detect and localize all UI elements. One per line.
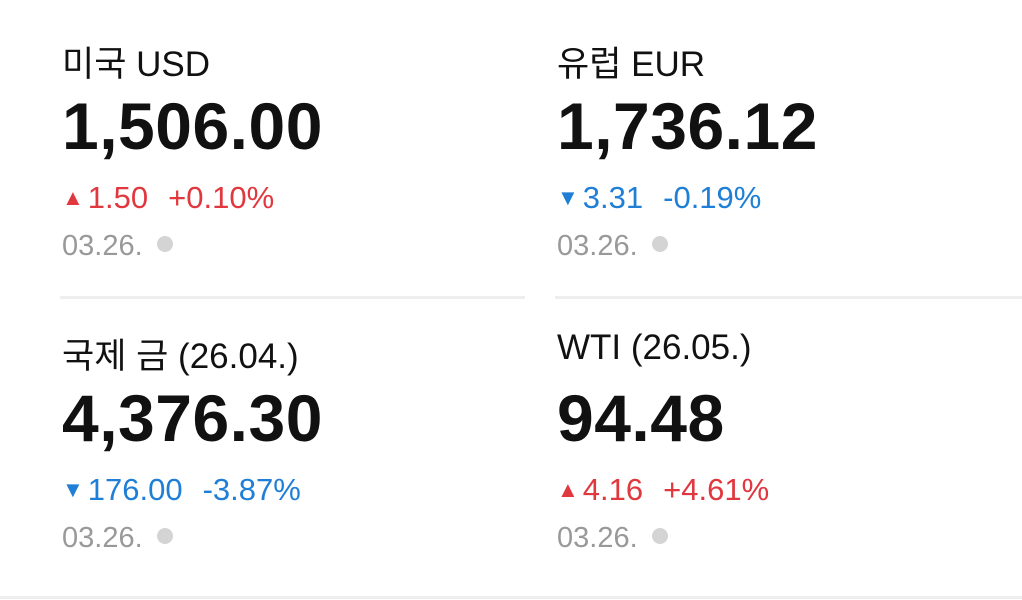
change-value: 4.16	[582, 472, 644, 507]
quote-card[interactable]: WTI (26.05.) 94.48 ▲ 4.16 +4.61% 03.26.	[557, 292, 1017, 584]
status-dot	[651, 236, 668, 252]
quote-card[interactable]: 국제 금 (26.04.) 4,376.30 ▼ 176.00 -3.87% 03.26.	[62, 292, 522, 584]
divider	[60, 296, 525, 299]
change-value: 1.50	[87, 180, 149, 215]
quote-name: 유럽 EUR	[557, 45, 706, 84]
quote-change: ▲ 1.50 +0.10%	[62, 180, 280, 216]
divider	[0, 596, 1022, 599]
change-percent: -3.87%	[202, 472, 301, 507]
quote-price: 4,376.30	[62, 381, 323, 455]
quote-date: 03.26.	[62, 230, 173, 263]
divider	[555, 296, 1022, 299]
change-percent: +4.61%	[663, 472, 770, 507]
date-text: 03.26.	[557, 522, 638, 554]
change-arrow: ▼	[62, 477, 84, 502]
quote-name: WTI (26.05.)	[557, 328, 752, 367]
status-dot	[156, 528, 173, 544]
quote-card[interactable]: 유럽 EUR 1,736.12 ▼ 3.31 -0.19% 03.26.	[557, 0, 1017, 292]
quote-date: 03.26.	[62, 522, 173, 555]
quote-change: ▼ 3.31 -0.19%	[557, 180, 767, 216]
change-value: 3.31	[582, 180, 644, 215]
quote-price: 1,506.00	[62, 89, 323, 163]
date-text: 03.26.	[557, 230, 638, 262]
quote-card[interactable]: 미국 USD 1,506.00 ▲ 1.50 +0.10% 03.26.	[62, 0, 522, 292]
status-dot	[651, 528, 668, 544]
quote-date: 03.26.	[557, 230, 668, 263]
date-text: 03.26.	[62, 522, 143, 554]
change-percent: +0.10%	[168, 180, 275, 215]
quote-name: 미국 USD	[62, 45, 211, 84]
date-text: 03.26.	[62, 230, 143, 262]
quote-change: ▲ 4.16 +4.61%	[557, 472, 775, 508]
quote-change: ▼ 176.00 -3.87%	[62, 472, 307, 508]
quote-price: 94.48	[557, 381, 725, 455]
quote-name: 국제 금 (26.04.)	[62, 337, 299, 376]
change-arrow: ▲	[557, 477, 579, 502]
quote-date: 03.26.	[557, 522, 668, 555]
change-arrow: ▲	[62, 185, 84, 210]
change-value: 176.00	[87, 472, 183, 507]
quote-price: 1,736.12	[557, 89, 818, 163]
change-percent: -0.19%	[663, 180, 762, 215]
status-dot	[156, 236, 173, 252]
change-arrow: ▼	[557, 185, 579, 210]
